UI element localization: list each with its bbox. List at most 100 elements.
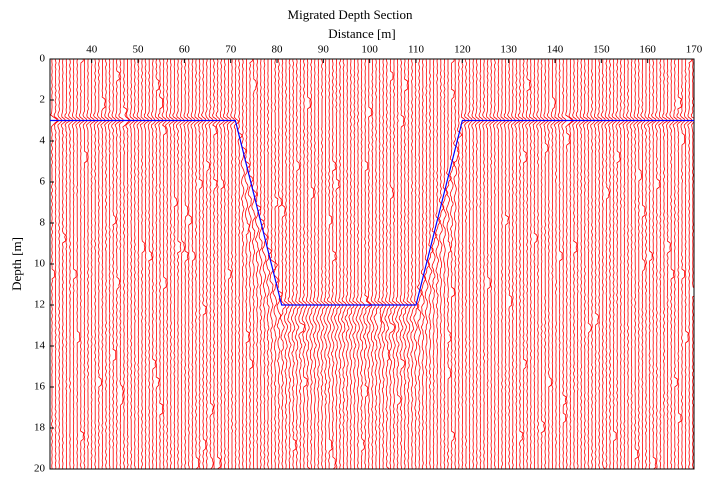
trace — [423, 59, 431, 469]
trace — [438, 59, 445, 469]
trace — [139, 59, 146, 469]
trace — [200, 59, 207, 469]
trace — [176, 59, 182, 469]
trace — [165, 59, 171, 469]
trace — [449, 59, 456, 469]
trace — [636, 59, 643, 469]
trace — [247, 59, 254, 469]
trace — [168, 59, 175, 469]
trace — [244, 59, 251, 469]
trace — [474, 59, 481, 469]
x-tick-label: 130 — [500, 44, 517, 56]
trace — [150, 59, 157, 469]
trace — [100, 59, 107, 469]
trace — [272, 59, 279, 469]
trace — [565, 59, 573, 469]
trace — [600, 59, 606, 469]
trace — [676, 59, 683, 469]
trace — [190, 59, 196, 469]
trace — [665, 59, 671, 469]
trace — [687, 59, 693, 469]
trace — [129, 59, 135, 469]
trace — [683, 59, 690, 469]
trace — [287, 59, 294, 469]
trace — [452, 59, 460, 469]
x-axis-label: Distance [m] — [328, 26, 396, 41]
trace — [154, 59, 161, 469]
x-tick-label: 50 — [133, 44, 145, 56]
trace — [478, 59, 484, 469]
trace — [298, 59, 305, 469]
trace — [384, 59, 391, 469]
trace — [82, 59, 88, 469]
trace — [323, 59, 330, 469]
x-tick-label: 80 — [272, 44, 284, 56]
trace — [593, 59, 600, 469]
trace — [230, 59, 236, 469]
y-axis-label: Depth [m] — [9, 237, 24, 291]
y-tick-label: 2 — [40, 94, 46, 106]
trace — [341, 59, 348, 469]
y-tick-label: 16 — [34, 381, 46, 393]
y-tick-label: 18 — [34, 422, 46, 434]
trace — [352, 59, 359, 469]
trace — [431, 59, 438, 469]
trace — [457, 59, 463, 469]
trace — [409, 59, 416, 469]
trace — [290, 59, 297, 469]
trace — [528, 59, 535, 469]
trace — [489, 59, 496, 469]
trace — [503, 59, 510, 469]
trace — [496, 59, 502, 469]
y-tick-label: 20 — [34, 463, 46, 475]
trace — [301, 59, 308, 469]
trace — [265, 59, 273, 469]
trace — [240, 59, 247, 469]
trace — [161, 59, 167, 469]
trace — [330, 59, 337, 469]
trace — [215, 59, 221, 469]
trace — [237, 59, 243, 469]
trace — [125, 59, 132, 469]
trace — [279, 59, 287, 469]
x-tick-label: 70 — [225, 44, 237, 56]
trace — [654, 59, 661, 469]
trace — [186, 59, 193, 469]
trace — [387, 59, 396, 469]
trace — [525, 59, 531, 469]
trace — [499, 59, 506, 469]
trace — [661, 59, 669, 469]
trace — [629, 59, 635, 469]
trace — [226, 59, 232, 469]
x-tick-label: 110 — [408, 44, 425, 56]
trace — [222, 59, 229, 469]
trace — [96, 59, 103, 469]
trace — [604, 59, 611, 469]
trace — [208, 59, 215, 469]
trace — [114, 59, 121, 469]
trace — [359, 59, 366, 469]
trace — [86, 59, 92, 469]
trace — [319, 59, 326, 469]
trace — [543, 59, 549, 469]
trace — [251, 59, 258, 469]
trace — [590, 59, 596, 469]
trace — [460, 59, 467, 469]
trace — [380, 59, 387, 469]
trace — [658, 59, 665, 469]
trace — [348, 59, 355, 469]
trace — [467, 59, 473, 469]
trace — [553, 59, 561, 469]
trace — [532, 59, 538, 469]
trace — [615, 59, 621, 469]
trace — [597, 59, 603, 469]
trace — [445, 59, 452, 469]
trace — [492, 59, 499, 469]
trace — [395, 59, 402, 469]
trace — [136, 59, 142, 469]
trace — [338, 59, 344, 469]
trace — [420, 59, 427, 469]
trace — [561, 59, 567, 469]
trace — [377, 59, 384, 469]
trace — [427, 59, 434, 469]
